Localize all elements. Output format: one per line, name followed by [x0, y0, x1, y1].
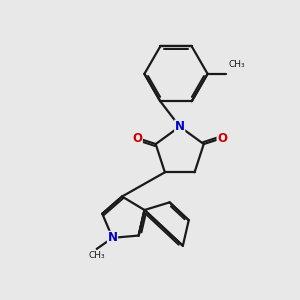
- Text: N: N: [175, 120, 185, 133]
- Text: CH₃: CH₃: [228, 60, 244, 69]
- Text: CH₃: CH₃: [88, 251, 105, 260]
- Text: N: N: [107, 231, 118, 244]
- Text: O: O: [132, 132, 142, 145]
- Text: O: O: [217, 132, 227, 145]
